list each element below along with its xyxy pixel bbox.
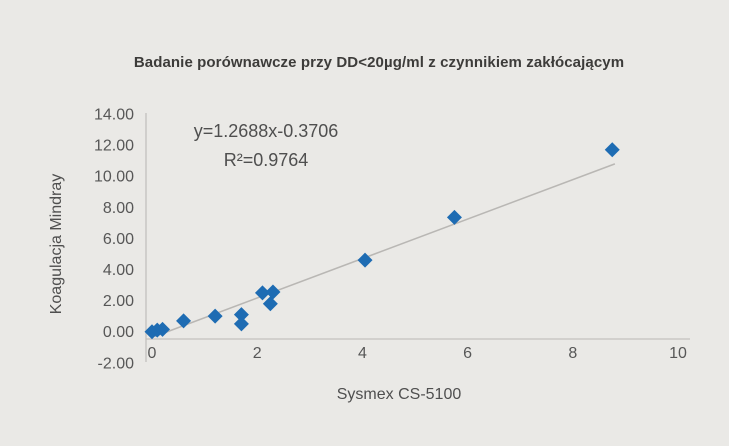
x-tick-label: 2 [253,345,262,362]
data-point [233,307,249,323]
r-squared-value: R²=0.9764 [223,150,309,170]
y-tick-label: 14.00 [94,107,134,124]
data-point [254,285,270,301]
y-tick-label: 8.00 [103,200,134,217]
y-tick-label: -2.00 [98,355,135,372]
x-tick-label: 8 [568,345,577,362]
x-tick-label: 6 [463,345,472,362]
y-tick-label: 2.00 [103,293,134,310]
data-point [233,316,249,332]
data-point [155,321,171,337]
trendline-equation: y=1.2688x-0.3706 [193,121,339,141]
trendline [154,163,616,338]
chart-title: Badanie porównawcze przy DD<20µg/ml z cz… [133,54,625,71]
x-tick-label: 0 [148,345,157,362]
y-tick-label: 10.00 [94,169,134,186]
data-point [207,308,223,324]
data-point [357,252,373,268]
y-tick-label: 4.00 [103,262,134,279]
y-tick-label: 0.00 [103,324,134,341]
data-point [176,313,192,329]
y-tick-label: 12.00 [94,138,134,155]
data-point [265,284,281,300]
data-point [262,296,278,312]
data-point [446,209,462,225]
data-point [604,142,620,158]
trendline-annotation: y=1.2688x-0.3706 R²=0.9764 [194,117,339,175]
x-tick-label: 10 [669,345,687,362]
y-tick-label: 6.00 [103,231,134,248]
x-axis-title: Sysmex CS-5100 [336,386,462,403]
x-tick-label: 4 [358,345,367,362]
